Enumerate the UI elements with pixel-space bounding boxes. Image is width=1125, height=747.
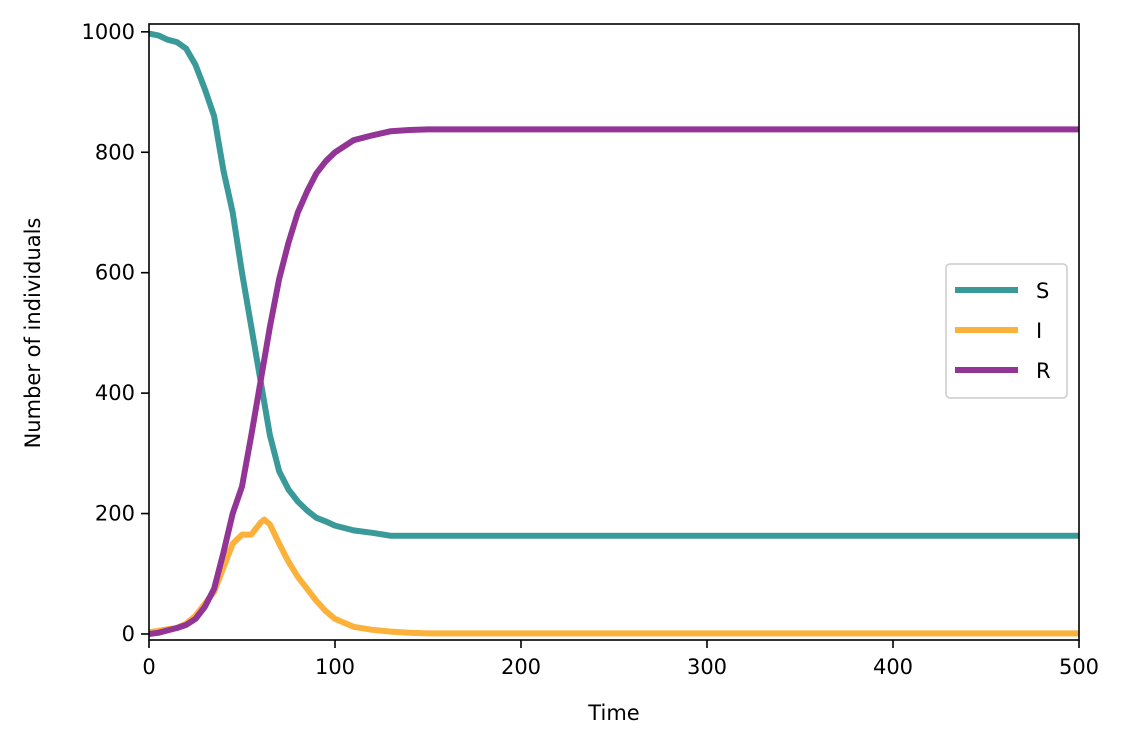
y-tick-label: 0 [122,622,135,646]
x-tick-label: 200 [501,655,541,679]
legend-label-r: R [1036,359,1051,383]
legend: SIR [945,263,1068,399]
x-tick-label: 100 [315,655,355,679]
x-tick-label: 300 [687,655,727,679]
series-line-s [148,30,1079,539]
plot-frame [148,23,1080,641]
legend-label-s: S [1036,279,1049,303]
y-axis: 0 200 400 600 800 1000 [82,20,149,646]
x-tick-label: 500 [1059,655,1099,679]
series-layer [148,30,1079,637]
x-axis: 0 100 200 300 400 500 [142,640,1099,679]
y-tick-label: 600 [95,261,135,285]
series-line-r [148,126,1079,637]
y-tick-label: 800 [95,140,135,164]
y-tick-label: 400 [95,381,135,405]
legend-label-i: I [1036,319,1042,343]
x-axis-label: Time [587,701,639,725]
y-tick-label: 200 [95,502,135,526]
y-tick-label: 1000 [82,20,135,44]
x-tick-label: 400 [873,655,913,679]
x-tick-label: 0 [142,655,155,679]
y-axis-label: Number of individuals [21,218,45,449]
